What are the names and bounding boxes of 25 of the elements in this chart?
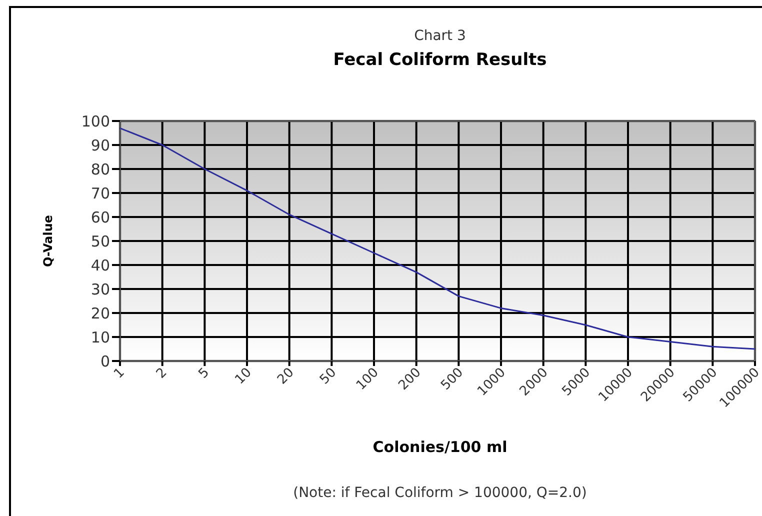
chart-title: Chart 3 — [414, 28, 466, 44]
x-tick-label: 20 — [274, 365, 298, 388]
x-axis-title: Colonies/100 ml — [372, 438, 508, 456]
y-tick-label: 50 — [90, 232, 110, 250]
y-tick-label: 10 — [90, 328, 110, 346]
y-tick-label: 40 — [90, 256, 110, 274]
y-tick-label: 0 — [100, 352, 110, 370]
x-tick-label: 500 — [438, 365, 466, 394]
x-tick-label: 50 — [317, 365, 340, 388]
x-tick-label: 200 — [396, 365, 424, 394]
y-tick-label: 20 — [90, 304, 110, 322]
y-tick-label: 90 — [90, 136, 110, 154]
text: (Note: if Fecal Coliform > 100000, Q=2.0) — [293, 485, 587, 501]
y-axis-title: Q-Value — [41, 214, 55, 268]
x-tick-label: 2 — [154, 365, 170, 382]
y-tick-label: 100 — [81, 112, 110, 130]
y-tick-label: 70 — [90, 184, 110, 202]
chart-subtitle: Fecal Coliform Results — [333, 50, 547, 70]
x-tick-label: 10 — [232, 365, 255, 388]
x-tick-label: 100 — [354, 365, 382, 394]
x-tick-label: 5 — [196, 365, 212, 382]
y-tick-label: 60 — [90, 208, 110, 226]
y-tick-label: 30 — [90, 280, 110, 298]
x-tick-label: 1 — [111, 365, 128, 382]
y-tick-label: 80 — [90, 160, 110, 178]
